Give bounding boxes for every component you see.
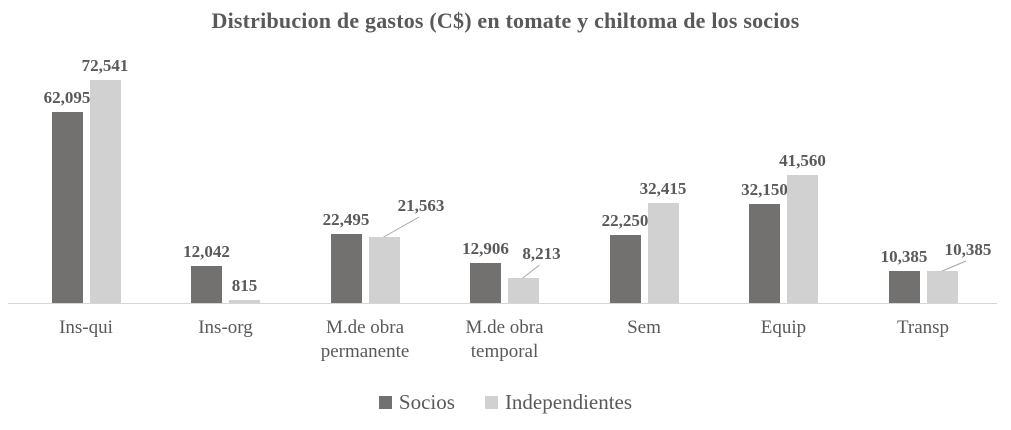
- x-axis-label-1: Ins-org: [198, 317, 253, 338]
- bar-socios-5: [749, 204, 780, 303]
- legend-label-independientes: Independientes: [504, 390, 633, 414]
- legend-swatch-socios: [378, 396, 392, 409]
- legend-item-independientes: Independientes: [484, 390, 633, 415]
- bar-label-independientes-2: 21,563: [397, 196, 445, 215]
- x-axis-line: [8, 303, 997, 304]
- bar-socios-0: [51, 112, 83, 303]
- bar-independientes-2: [368, 237, 400, 303]
- legend: Socios Independientes: [0, 390, 1011, 415]
- bar-label-socios-6: 10,385: [880, 247, 928, 266]
- bar-label-independientes-3: 8,213: [522, 244, 561, 263]
- bar-independientes-3: [508, 278, 539, 303]
- x-axis-label-3: M.de obra temporal: [465, 317, 544, 362]
- x-axis-label-4: Sem: [627, 317, 661, 338]
- bar-label-independientes-4: 32,415: [639, 179, 687, 198]
- bar-label-independientes-0: 72,541: [81, 56, 129, 75]
- bar-label-independientes-1: 815: [231, 276, 258, 295]
- bar-independientes-5: [787, 175, 818, 303]
- x-axis-label-6: Transp: [896, 317, 950, 338]
- bar-independientes-1: [229, 300, 260, 303]
- bar-socios-3: [470, 263, 501, 303]
- bar-label-socios-5: 32,150: [741, 180, 788, 199]
- bar-label-independientes-6: 10,385: [944, 240, 992, 259]
- bar-label-socios-1: 12,042: [183, 242, 230, 261]
- chart-title: Distribucion de gastos (C$) en tomate y …: [211, 8, 800, 33]
- legend-label-socios: Socios: [398, 390, 455, 414]
- bar-socios-6: [888, 271, 920, 303]
- bar-socios-2: [330, 234, 362, 303]
- bar-independientes-6: [926, 271, 958, 303]
- bar-independientes-4: [647, 203, 679, 303]
- bar-socios-1: [191, 266, 222, 303]
- bar-label-socios-4: 22,250: [601, 211, 649, 230]
- bar-label-socios-3: 12,906: [462, 239, 509, 258]
- x-axis-label-5: Equip: [760, 317, 807, 338]
- bar-label-socios-0: 62,095: [43, 88, 91, 107]
- bar-independientes-0: [89, 80, 121, 303]
- x-axis-label-2: M.de obra permanente: [320, 317, 410, 362]
- bar-label-independientes-5: 41,560: [779, 151, 826, 170]
- x-axis-label-0: Ins-qui: [59, 317, 113, 338]
- bar-label-socios-2: 22,495: [322, 210, 370, 229]
- legend-item-socios: Socios: [378, 390, 455, 415]
- bar-socios-4: [609, 235, 641, 303]
- legend-swatch-independientes: [484, 396, 498, 409]
